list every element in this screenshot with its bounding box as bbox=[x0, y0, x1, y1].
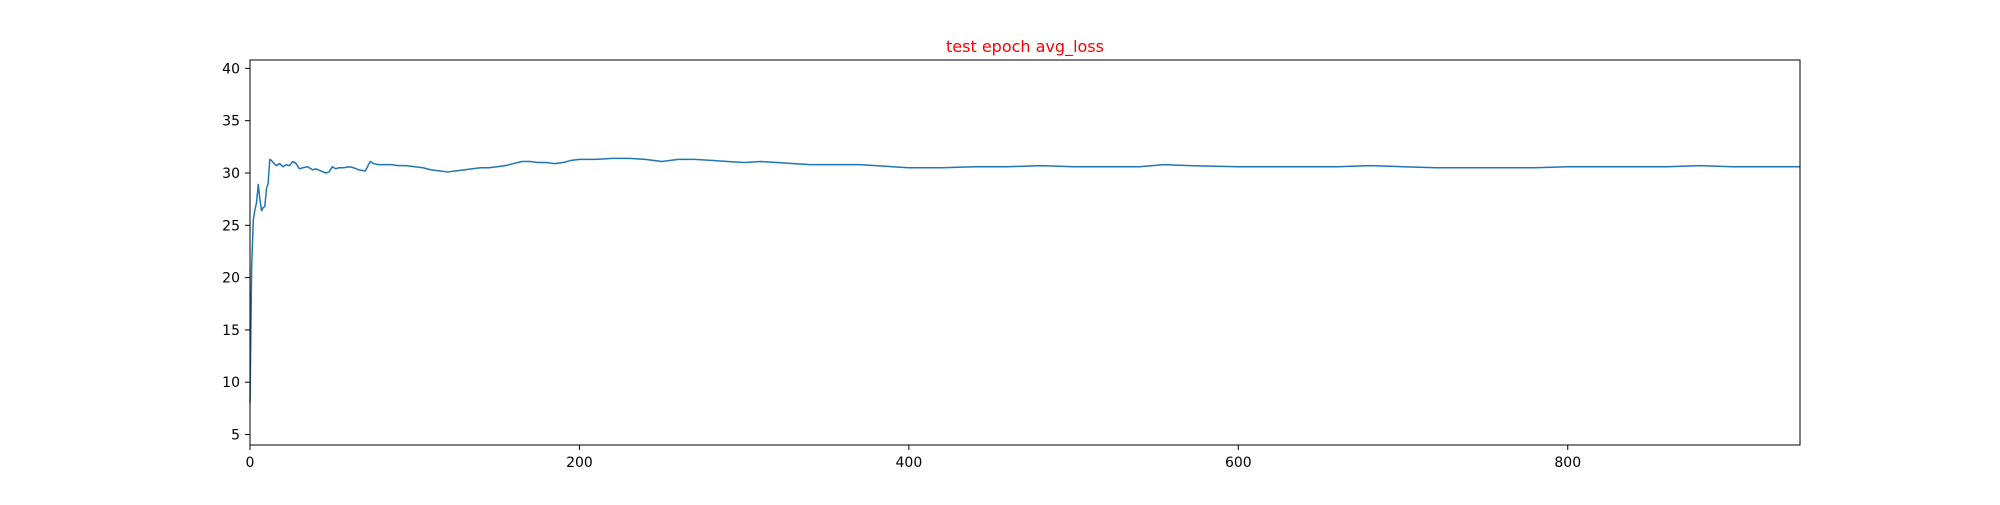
y-tick-label: 30 bbox=[222, 166, 240, 182]
x-tick-label: 800 bbox=[1554, 455, 1581, 471]
y-tick-label: 10 bbox=[222, 375, 240, 391]
y-tick-label: 40 bbox=[222, 61, 240, 77]
y-tick-label: 15 bbox=[222, 323, 240, 339]
x-tick-label: 200 bbox=[566, 455, 593, 471]
y-tick-label: 20 bbox=[222, 271, 240, 287]
chart-title: test epoch avg_loss bbox=[946, 37, 1104, 57]
series-line-avg-loss bbox=[249, 157, 1800, 404]
x-axis: 0 200 400 600 800 bbox=[246, 445, 1581, 471]
x-tick-label: 400 bbox=[896, 455, 923, 471]
y-tick-label: 5 bbox=[231, 428, 240, 444]
x-tick-label: 0 bbox=[246, 455, 255, 471]
y-axis: 5 10 15 20 25 30 35 40 bbox=[222, 61, 250, 444]
y-tick-label: 25 bbox=[222, 218, 240, 234]
y-tick-label: 35 bbox=[222, 114, 240, 130]
series-group bbox=[249, 157, 1800, 404]
x-tick-label: 600 bbox=[1225, 455, 1252, 471]
plot-frame bbox=[249, 59, 1801, 446]
